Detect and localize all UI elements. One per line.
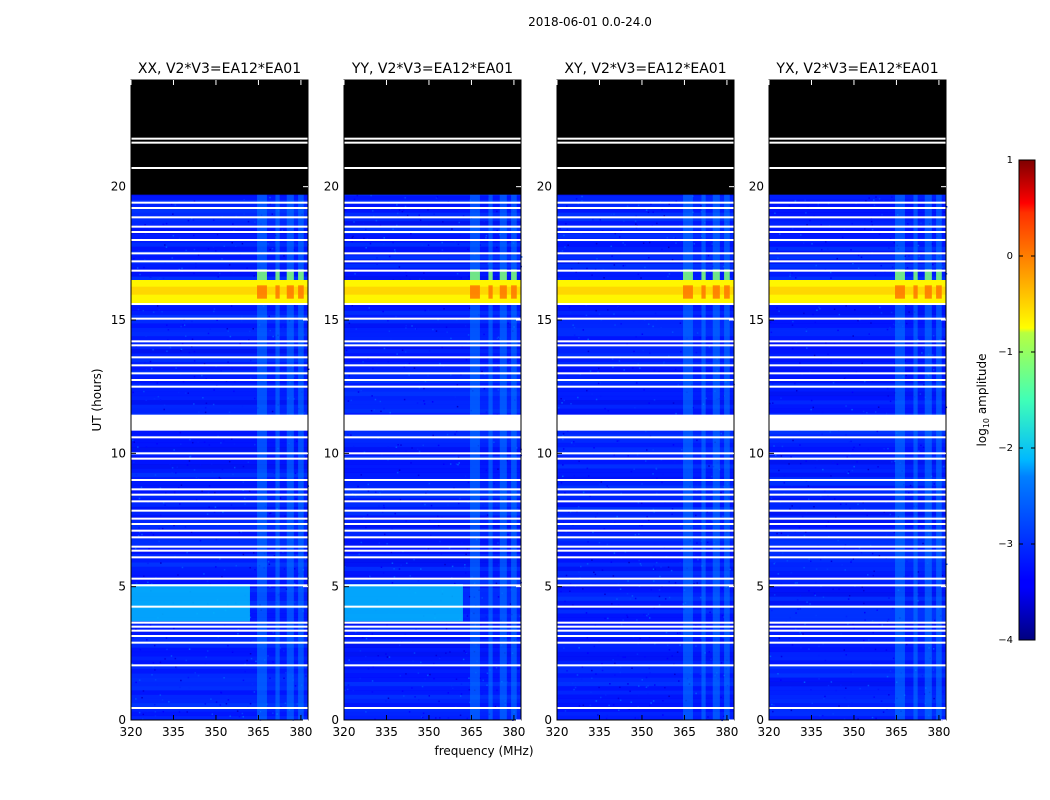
colorbar-tick-label: 0 — [1007, 251, 1013, 262]
colorbar-label: log10 amplitude — [975, 354, 991, 447]
rfi-band — [924, 194, 932, 720]
x-tick-label: 365 — [673, 725, 696, 739]
x-tick-label: 335 — [588, 725, 611, 739]
y-tick-label: 15 — [111, 313, 126, 327]
x-tick-label: 380 — [927, 725, 950, 739]
colorbar-tick-label: −4 — [998, 635, 1013, 646]
rfi-band — [275, 194, 280, 720]
rfi-band — [286, 194, 294, 720]
colorbar-tick-label: −1 — [998, 347, 1013, 358]
y-tick-label: 10 — [111, 446, 126, 460]
rfi-band — [257, 194, 267, 720]
panel-noise — [344, 190, 523, 721]
x-tick-label: 350 — [205, 725, 228, 739]
x-tick-label: 365 — [885, 725, 908, 739]
x-tick-label: 365 — [247, 725, 270, 739]
panel-title: YY, V2*V3=EA12*EA01 — [351, 61, 513, 77]
x-tick-label: 335 — [375, 725, 398, 739]
rfi-band — [298, 194, 304, 720]
colorbar-gradient — [1018, 159, 1036, 641]
flagged-rows — [769, 137, 946, 709]
flagged-rows — [557, 137, 734, 709]
rfi-band — [712, 194, 720, 720]
colorbar-label-sub: 10 — [982, 418, 991, 428]
y-tick-label: 10 — [537, 446, 552, 460]
y-tick-label: 10 — [749, 446, 764, 460]
x-tick-label: 335 — [162, 725, 185, 739]
rfi-band — [488, 194, 493, 720]
y-tick-label: 5 — [756, 580, 764, 594]
y-tick-label: 20 — [537, 180, 552, 194]
x-tick-label: 320 — [333, 725, 356, 739]
rfi-band — [683, 194, 693, 720]
rfi-band — [470, 194, 480, 720]
rfi-band — [936, 194, 942, 720]
colorbar: 10−1−2−3−4 log10 amplitude — [975, 155, 1036, 646]
y-tick-label: 10 — [324, 446, 339, 460]
colorbar-tick-label: 1 — [1007, 155, 1013, 166]
y-tick-label: 5 — [118, 580, 126, 594]
panel-title: XX, V2*V3=EA12*EA01 — [138, 61, 301, 77]
x-tick-label: 380 — [715, 725, 738, 739]
panel-3: XY, V2*V3=EA12*EA01 320 335 350 365 380 0 5 10 15… — [537, 61, 739, 739]
x-tick-label: 380 — [289, 725, 312, 739]
rfi-band — [511, 194, 517, 720]
y-tick-label: 15 — [749, 313, 764, 327]
colorbar-tick-label: −3 — [998, 539, 1013, 550]
x-tick-label: 335 — [800, 725, 823, 739]
colorbar-tick-label: −2 — [998, 443, 1013, 454]
x-tick-label: 350 — [418, 725, 441, 739]
y-tick-label: 20 — [111, 180, 126, 194]
y-tick-label: 15 — [537, 313, 552, 327]
elevated-region — [344, 584, 463, 622]
rfi-band — [895, 194, 905, 720]
x-tick-label: 365 — [460, 725, 483, 739]
flagged-rows — [131, 137, 308, 709]
y-tick-label: 20 — [749, 180, 764, 194]
panel-frame — [130, 79, 309, 721]
panel-title: XY, V2*V3=EA12*EA01 — [564, 61, 726, 77]
rfi-band — [499, 194, 507, 720]
x-axis-label: frequency (MHz) — [434, 744, 533, 758]
panel-1: XX, V2*V3=EA12*EA01 320 335 350 365 380 0 5 10 15… — [111, 61, 313, 739]
panels-group: XX, V2*V3=EA12*EA01 320 335 350 365 380 0 5 10 15… — [111, 61, 951, 739]
panel-2: YY, V2*V3=EA12*EA01 320 335 350 365 380 0 5 10 15… — [324, 61, 526, 739]
rfi-band — [724, 194, 730, 720]
y-axis-label: UT (hours) — [90, 368, 104, 431]
x-tick-label: 320 — [120, 725, 143, 739]
y-tick-label: 5 — [331, 580, 339, 594]
figure-suptitle: 2018-06-01 0.0-24.0 — [528, 15, 652, 29]
x-tick-label: 380 — [502, 725, 525, 739]
y-tick-label: 5 — [544, 580, 552, 594]
elevated-region — [131, 584, 250, 622]
y-tick-label: 0 — [118, 713, 126, 727]
colorbar-label-rest: amplitude — [975, 354, 989, 418]
colorbar-label-main: log — [975, 428, 989, 446]
blanked-region — [557, 80, 734, 195]
y-tick-label: 20 — [324, 180, 339, 194]
blanked-region — [131, 80, 308, 195]
blanked-region — [769, 80, 946, 195]
panel-frame — [768, 79, 947, 721]
y-tick-label: 0 — [756, 713, 764, 727]
panel-frame — [556, 79, 735, 721]
flagged-rows — [344, 137, 521, 709]
panel-frame — [343, 79, 522, 721]
colorbar-ticks: 1 0 −1 −2 −3 −4 — [998, 155, 1035, 646]
y-tick-label: 0 — [331, 713, 339, 727]
x-tick-label: 350 — [843, 725, 866, 739]
y-tick-label: 0 — [544, 713, 552, 727]
rfi-band — [913, 194, 918, 720]
y-tick-label: 15 — [324, 313, 339, 327]
panel-4: YX, V2*V3=EA12*EA01 320 335 350 365 380 0 5 10 15… — [749, 61, 951, 739]
x-tick-label: 320 — [546, 725, 569, 739]
rfi-band — [701, 194, 706, 720]
panel-title: YX, V2*V3=EA12*EA01 — [775, 61, 938, 77]
x-tick-label: 350 — [631, 725, 654, 739]
blanked-region — [344, 80, 521, 195]
x-tick-label: 320 — [758, 725, 781, 739]
